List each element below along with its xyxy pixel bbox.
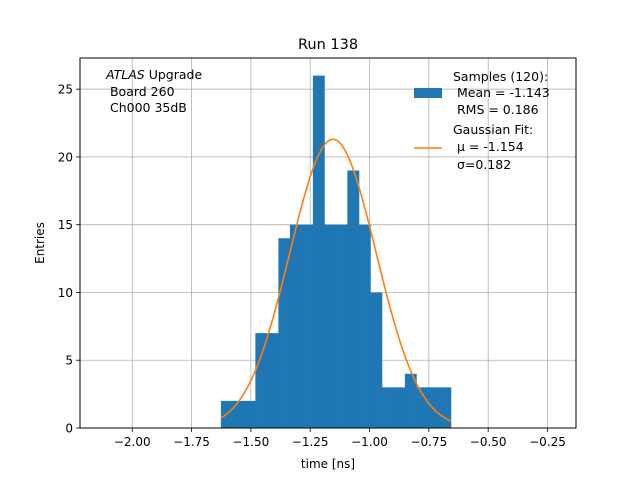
y-tick-label: 5	[65, 354, 73, 368]
legend-fit-line-1: Gaussian Fit:	[453, 122, 533, 137]
chart-title: Run 138	[298, 37, 358, 53]
histogram-bar	[416, 387, 429, 428]
y-tick-label: 0	[65, 422, 73, 436]
x-tick-label: −1.75	[173, 435, 210, 449]
histogram-bar	[358, 224, 371, 428]
x-tick-label: −0.75	[410, 435, 447, 449]
x-tick-label: −0.25	[529, 435, 566, 449]
annotation-line-1: ATLAS Upgrade	[105, 67, 202, 82]
annotation-line-2: Board 260	[106, 84, 175, 99]
histogram-bar	[370, 292, 383, 428]
legend-samples-line-2: Mean = -1.143	[453, 85, 550, 100]
histogram-bar	[278, 238, 291, 428]
legend: Samples (120): Mean = -1.143 RMS = 0.186…	[414, 69, 550, 172]
histogram-bar	[312, 75, 325, 428]
histogram-bar	[324, 224, 337, 428]
histogram-bar	[439, 387, 452, 428]
histogram-bar	[255, 333, 268, 428]
histogram-bar	[289, 224, 302, 428]
histogram-bar	[381, 387, 394, 428]
histogram-bars	[220, 75, 452, 428]
histogram-bar	[232, 400, 245, 428]
annotation-atlas: ATLAS	[105, 67, 145, 82]
legend-samples-swatch	[414, 88, 442, 98]
y-axis-ticks: 0 5 10 15 20 25	[58, 83, 80, 436]
annotation-line-3: Ch000 35dB	[106, 100, 187, 115]
plot-frame	[79, 57, 577, 429]
x-tick-label: −1.25	[292, 435, 329, 449]
legend-fit-mu: μ = -1.154	[453, 139, 524, 154]
x-axis-ticks: −2.00 −1.75 −1.50 −1.25 −1.00 −0.75 −0.50 −0.25	[114, 428, 566, 449]
annotation-upgrade: Upgrade	[145, 67, 203, 82]
x-tick-label: −0.50	[470, 435, 507, 449]
x-axis-label: time [ns]	[301, 457, 355, 471]
y-axis-label: Entries	[33, 222, 47, 264]
x-tick-label: −2.00	[114, 435, 151, 449]
y-tick-label: 15	[58, 218, 73, 232]
legend-samples-line-3: RMS = 0.186	[453, 102, 539, 117]
x-tick-label: −1.50	[232, 435, 269, 449]
histogram-bar	[427, 387, 440, 428]
histogram-bar	[243, 400, 256, 428]
legend-samples-line-1: Samples (120):	[453, 69, 548, 84]
histogram-bar	[393, 387, 406, 428]
y-tick-label: 20	[58, 150, 73, 164]
atlas-annotation: ATLAS Upgrade Board 260 Ch000 35dB	[105, 67, 202, 115]
histogram-bar	[266, 333, 279, 428]
gaussian-fit-curve	[220, 138, 452, 422]
y-tick-label: 25	[58, 83, 73, 97]
histogram-bar	[335, 224, 348, 428]
histogram-bar	[404, 373, 417, 428]
legend-fit-sigma: σ=0.182	[453, 157, 511, 172]
histogram-bar	[301, 224, 314, 428]
histogram-bar	[347, 170, 360, 428]
x-tick-label: −1.00	[351, 435, 388, 449]
y-tick-label: 10	[58, 286, 73, 300]
